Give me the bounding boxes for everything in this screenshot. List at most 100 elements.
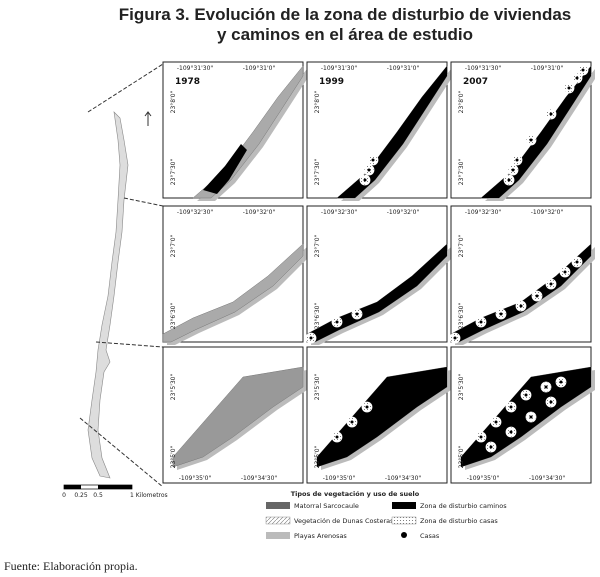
casa bbox=[549, 400, 553, 404]
y-coord-label: 23°7'0" bbox=[314, 234, 321, 257]
casa bbox=[559, 380, 563, 384]
casa bbox=[524, 393, 528, 397]
x-coord-label: -109°31'30" bbox=[465, 65, 502, 72]
y-coord-label: 23°7'0" bbox=[170, 234, 177, 257]
scale-label: 0.25 bbox=[74, 492, 88, 499]
x-coord-label: -109°34'30" bbox=[385, 475, 422, 482]
x-coord-label: -109°35'0" bbox=[467, 475, 500, 482]
vegetacion-dunas bbox=[192, 65, 304, 199]
x-coord-label: -109°31'0" bbox=[387, 65, 420, 72]
casa bbox=[511, 168, 515, 172]
title-line: y caminos en el área de estudio bbox=[217, 25, 473, 44]
casa bbox=[335, 435, 339, 439]
x-coord-label: -109°32'30" bbox=[321, 209, 358, 216]
y-coord-label: 23°6'30" bbox=[314, 303, 321, 330]
y-coord-label: 23°5'0" bbox=[458, 445, 465, 468]
zona-caminos bbox=[203, 144, 247, 194]
casa bbox=[355, 312, 359, 316]
x-coord-label: -109°31'30" bbox=[321, 65, 358, 72]
zona-caminos bbox=[451, 244, 591, 342]
map-panel: -109°35'0" -109°34'30" 23°5'30" 23°5'0" bbox=[450, 346, 595, 484]
x-coord-label: -109°32'0" bbox=[387, 209, 420, 216]
casa bbox=[499, 312, 503, 316]
scale-bar: 0 0.25 0.5 1 Kilometros bbox=[62, 484, 168, 499]
x-coord-label: -109°32'30" bbox=[177, 209, 214, 216]
legend-item: Casas bbox=[420, 532, 440, 540]
scale-label: 0 bbox=[62, 492, 66, 499]
casa bbox=[509, 430, 513, 434]
x-coord-label: -109°31'0" bbox=[531, 65, 564, 72]
zona-caminos bbox=[307, 244, 447, 342]
casa bbox=[575, 76, 579, 80]
x-coord-label: -109°32'0" bbox=[531, 209, 564, 216]
source-note: Fuente: Elaboración propia. bbox=[4, 559, 138, 573]
casa bbox=[453, 336, 457, 340]
year-label: 2007 bbox=[463, 77, 488, 87]
x-coord-label: -109°32'0" bbox=[243, 209, 276, 216]
casa bbox=[489, 445, 493, 449]
y-coord-label: 23°8'0" bbox=[170, 90, 177, 113]
casa bbox=[549, 112, 553, 116]
legend-swatch bbox=[266, 532, 290, 539]
y-coord-label: 23°6'30" bbox=[170, 303, 177, 330]
casa bbox=[363, 178, 367, 182]
casa bbox=[529, 415, 533, 419]
casa bbox=[309, 336, 313, 340]
casa bbox=[581, 68, 585, 72]
map-panel: -109°31'30" -109°31'0" 23°8'0" 23°7'30" 1999 bbox=[306, 61, 451, 201]
x-coord-label: -109°35'0" bbox=[179, 475, 212, 482]
y-coord-label: 23°5'30" bbox=[314, 374, 321, 401]
casa bbox=[563, 270, 567, 274]
x-coord-label: -109°32'30" bbox=[465, 209, 502, 216]
casa bbox=[529, 138, 533, 142]
y-coord-label: 23°5'30" bbox=[458, 374, 465, 401]
map-panel: -109°32'30" -109°32'0" 23°7'0" 23°6'30" bbox=[162, 205, 307, 345]
leader-lines bbox=[79, 63, 164, 488]
zona-caminos bbox=[317, 367, 447, 467]
legend-swatch bbox=[265, 516, 291, 525]
legend-item: Zona de disturbio casas bbox=[420, 517, 498, 525]
casa bbox=[335, 320, 339, 324]
north-arrow bbox=[144, 111, 152, 126]
casa bbox=[479, 435, 483, 439]
year-label: 1978 bbox=[175, 77, 200, 87]
casa bbox=[549, 282, 553, 286]
x-coord-label: -109°35'0" bbox=[323, 475, 356, 482]
legend-item: Playas Arenosas bbox=[294, 532, 347, 540]
casa bbox=[371, 158, 375, 162]
title-line: Figura 3. Evolución de la zona de distur… bbox=[119, 5, 571, 24]
legend-swatch bbox=[392, 502, 416, 509]
legend-item: Zona de disturbio caminos bbox=[420, 502, 507, 510]
y-coord-label: 23°7'30" bbox=[458, 159, 465, 186]
casa bbox=[479, 320, 483, 324]
legend-swatch bbox=[391, 516, 417, 525]
casa bbox=[365, 405, 369, 409]
overview-coast bbox=[87, 111, 129, 479]
year-label: 1999 bbox=[319, 77, 344, 87]
legend-swatch bbox=[401, 532, 407, 538]
casa bbox=[367, 168, 371, 172]
casa bbox=[509, 405, 513, 409]
vegetacion-dunas bbox=[172, 366, 304, 468]
legend-title: Tipos de vegetación y uso de suelo bbox=[291, 490, 420, 498]
y-coord-label: 23°5'30" bbox=[170, 374, 177, 401]
y-coord-label: 23°8'0" bbox=[314, 90, 321, 113]
vegetacion-dunas bbox=[162, 243, 304, 343]
x-coord-label: -109°34'30" bbox=[241, 475, 278, 482]
casa bbox=[507, 178, 511, 182]
casa bbox=[350, 420, 354, 424]
map-panel: -109°32'30" -109°32'0" 23°7'0" 23°6'30" bbox=[305, 205, 451, 345]
casa bbox=[494, 420, 498, 424]
casa bbox=[567, 86, 571, 90]
legend-swatch bbox=[266, 502, 290, 509]
y-coord-label: 23°6'30" bbox=[458, 303, 465, 330]
scale-label: 1 Kilometros bbox=[130, 492, 168, 499]
x-coord-label: -109°31'30" bbox=[177, 65, 214, 72]
scale-label: 0.5 bbox=[93, 492, 103, 499]
x-coord-label: -109°34'30" bbox=[529, 475, 566, 482]
legend-item: Vegetación de Dunas Costeras bbox=[294, 517, 394, 525]
casa bbox=[544, 385, 548, 389]
y-coord-label: 23°8'0" bbox=[458, 90, 465, 113]
